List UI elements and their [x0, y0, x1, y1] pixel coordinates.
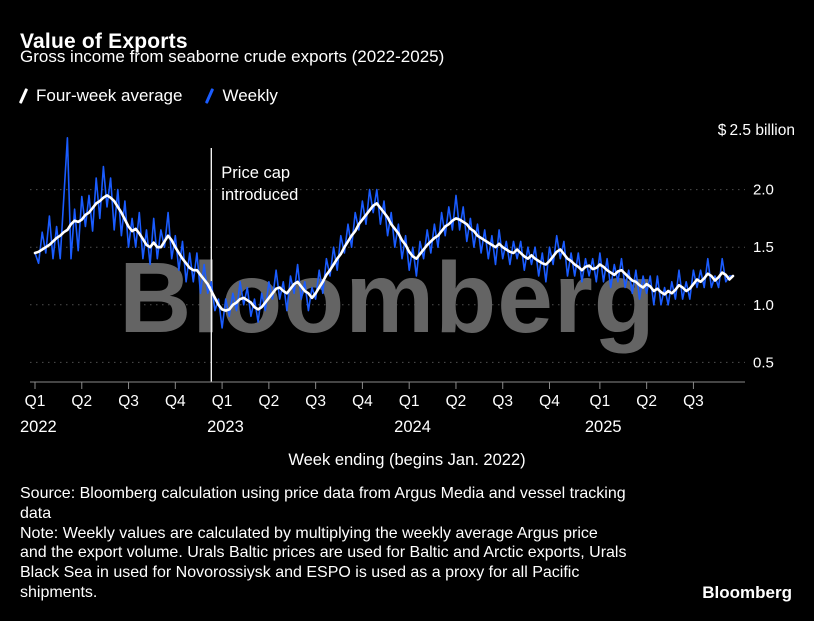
quarter-label: Q3: [305, 393, 326, 410]
quarter-label: Q4: [352, 393, 373, 410]
y-axis-unit-label: $ 2.5 billion: [717, 122, 795, 139]
y-tick-label: 1.0: [753, 297, 774, 314]
quarter-label: Q1: [399, 393, 420, 410]
quarter-label: Q4: [165, 393, 186, 410]
quarter-label: Q1: [25, 393, 46, 410]
source-text: Source: Bloomberg calculation using pric…: [20, 485, 626, 522]
y-tick-label: 2.0: [753, 182, 774, 199]
y-tick-label: 0.5: [753, 354, 774, 371]
quarter-label: Q2: [71, 393, 92, 410]
x-axis-caption: Week ending (begins Jan. 2022): [288, 451, 526, 469]
price-cap-annotation: introduced: [221, 186, 298, 204]
page-title: Value of Exports: [20, 30, 188, 54]
quarter-label: Q3: [118, 393, 139, 410]
quarter-label: Q2: [259, 393, 280, 410]
y-tick-label: 1.5: [753, 239, 774, 256]
chart-subtitle: Gross income from seaborne crude exports…: [20, 47, 445, 66]
price-cap-annotation: Price cap: [221, 164, 290, 182]
quarter-label: Q1: [212, 393, 233, 410]
quarter-label: Q1: [590, 393, 611, 410]
legend-item-weekly: Weekly: [205, 86, 278, 106]
quarter-label: Q3: [683, 393, 704, 410]
year-label: 2024: [394, 418, 431, 436]
quarter-label: Q4: [539, 393, 560, 410]
chart-legend: Four-week average Weekly: [18, 86, 304, 106]
legend-label-weekly: Weekly: [222, 86, 278, 105]
bloomberg-logo: Bloomberg: [702, 583, 792, 602]
bloomberg-watermark: Bloomberg: [119, 242, 656, 354]
quarter-label: Q2: [636, 393, 657, 410]
year-label: 2023: [207, 418, 244, 436]
legend-item-four-week-average: Four-week average: [18, 86, 183, 106]
four-week-average-line: [33, 194, 735, 312]
footer-text: Source: Bloomberg calculation using pric…: [20, 484, 628, 603]
quarter-label: Q2: [446, 393, 467, 410]
quarter-label: Q3: [492, 393, 513, 410]
note-text: Note: Weekly values are calculated by mu…: [20, 524, 627, 602]
legend-label-four-week-average: Four-week average: [36, 86, 183, 105]
year-label: 2022: [20, 418, 57, 436]
year-label: 2025: [585, 418, 622, 436]
weekly-line: [34, 137, 734, 329]
